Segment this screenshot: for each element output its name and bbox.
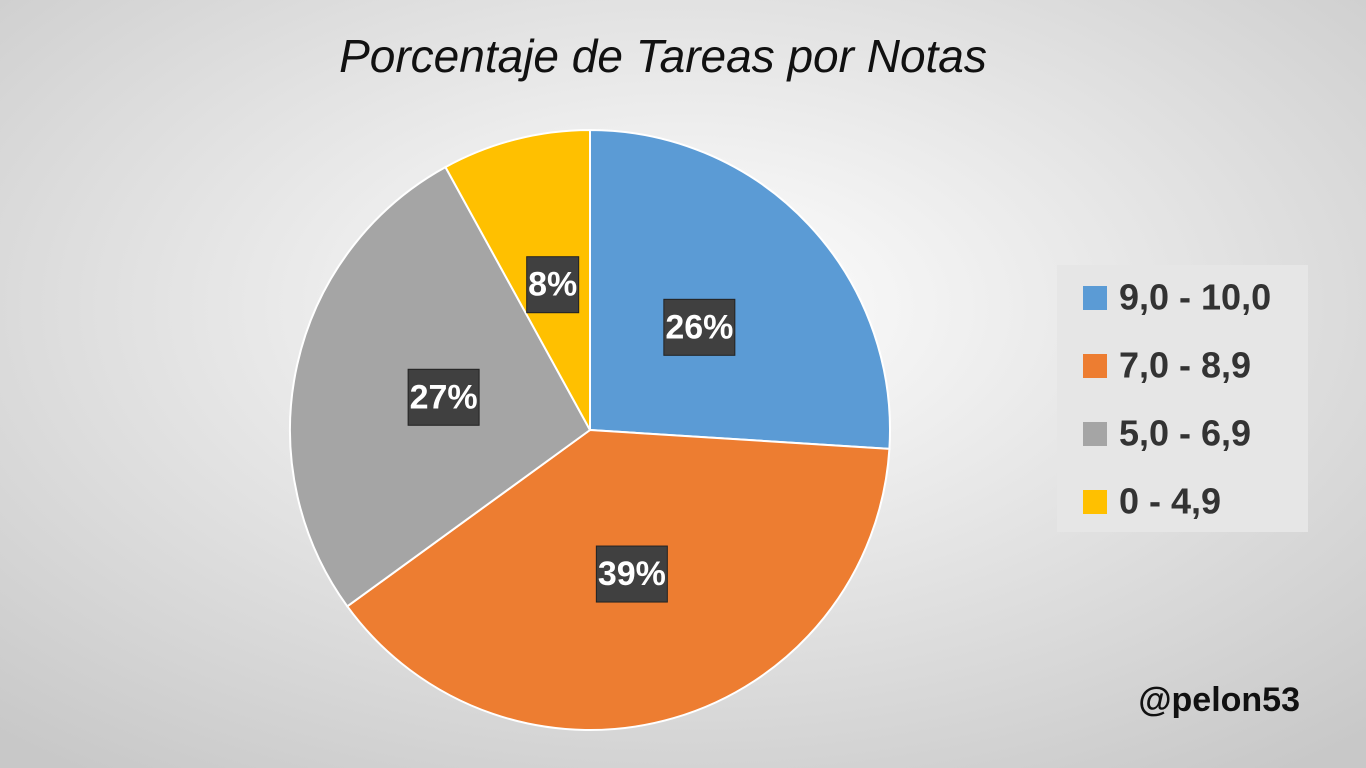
pie-slice (589, 128, 891, 450)
legend-swatch (1083, 286, 1107, 310)
chart-title: Porcentaje de Tareas por Notas (339, 30, 987, 82)
legend-swatch (1083, 354, 1107, 378)
legend-swatch (1083, 422, 1107, 446)
data-label: 27% (410, 378, 478, 416)
data-label: 39% (598, 555, 666, 593)
data-label: 8% (528, 266, 577, 304)
legend-label: 5,0 - 6,9 (1119, 413, 1251, 454)
legend-label: 0 - 4,9 (1119, 481, 1221, 522)
data-label-box (526, 256, 580, 314)
legend-swatch (1083, 490, 1107, 514)
legend-label: 7,0 - 8,9 (1119, 345, 1251, 386)
data-label-box (663, 298, 736, 356)
legend-label: 9,0 - 10,0 (1119, 277, 1271, 318)
pie-slice (444, 128, 591, 431)
data-label: 26% (665, 308, 733, 346)
data-label-box (407, 368, 480, 426)
data-label-box (595, 545, 668, 603)
annotation: @pelon53 (1138, 681, 1300, 719)
